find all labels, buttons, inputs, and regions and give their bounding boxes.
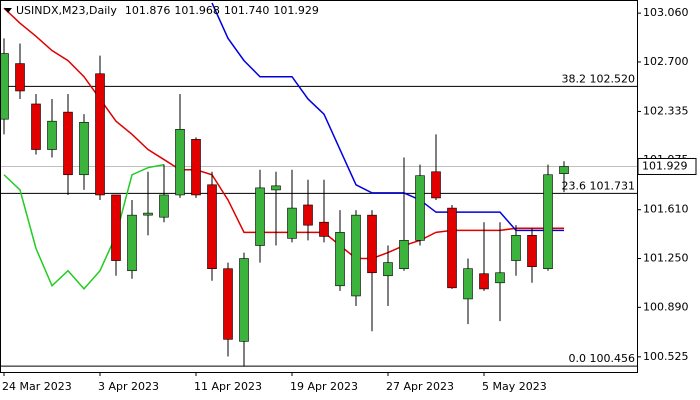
y-tick-label: 101.610 — [643, 203, 689, 216]
candle-body — [367, 214, 377, 274]
header-value: 101.876 — [125, 4, 171, 17]
plot-border — [0, 0, 638, 373]
candle-body — [15, 63, 25, 92]
y-tick-label: 100.525 — [643, 350, 689, 363]
candle-body — [111, 194, 121, 261]
x-tick-label: 5 May 2023 — [482, 380, 547, 393]
candle-body — [495, 272, 505, 284]
fib-level-label: 38.2 102.520 — [562, 72, 635, 85]
candle-body — [303, 204, 313, 226]
candle-body — [479, 273, 489, 290]
candle-body — [399, 240, 409, 269]
candle-body — [143, 212, 153, 216]
candle-body — [447, 207, 457, 289]
candle-body — [127, 214, 137, 272]
candle-body — [351, 214, 361, 297]
candle-body — [383, 262, 393, 277]
candle-body — [559, 166, 569, 174]
y-tick-label: 100.890 — [643, 300, 689, 313]
candle-body — [223, 268, 233, 340]
candle-body — [543, 174, 553, 269]
last-price-label: 101.929 — [642, 159, 688, 172]
fib-level-label: 0.0 100.456 — [569, 352, 635, 365]
y-tick-label: 103.060 — [643, 6, 689, 19]
last-price-box — [637, 157, 697, 175]
candle-body — [415, 175, 425, 241]
candle-body — [511, 235, 521, 261]
fib-level-label: 23.6 101.731 — [562, 179, 635, 192]
y-tick-label: 102.700 — [643, 55, 689, 68]
chart-title: USINDX,M23,Daily — [16, 4, 117, 17]
header-value: 101.929 — [273, 4, 319, 17]
header-value: 101.968 — [174, 4, 220, 17]
candle-body — [287, 207, 297, 239]
candle-body — [527, 235, 537, 267]
header-value: 101.740 — [224, 4, 270, 17]
candle-body — [335, 232, 345, 287]
candle-body — [271, 185, 281, 191]
candle-body — [175, 129, 185, 196]
candle-body — [47, 120, 57, 150]
y-tick-label: 101.250 — [643, 252, 689, 265]
candle-body — [463, 268, 473, 300]
candle-body — [207, 184, 217, 269]
indicator-line — [211, 2, 564, 232]
x-tick-label: 19 Apr 2023 — [290, 380, 358, 393]
y-tick-label: 102.335 — [643, 104, 689, 117]
candle-body — [239, 258, 249, 342]
x-tick-label: 27 Apr 2023 — [386, 380, 454, 393]
candle-body — [191, 139, 201, 196]
x-tick-label: 24 Mar 2023 — [2, 380, 72, 393]
header-values: 101.876 101.968 101.740 101.929 — [125, 4, 319, 17]
plot-area: 38.2 102.520 23.6 101.731 0.0 100.456 — [0, 2, 637, 367]
x-tick-label: 11 Apr 2023 — [194, 380, 262, 393]
candle-body — [31, 103, 41, 150]
candle-body — [95, 73, 105, 196]
menu-triangle — [4, 8, 12, 13]
candle-body — [79, 121, 89, 176]
candle-body — [431, 171, 441, 199]
candle-body — [0, 53, 9, 120]
candle-body — [255, 187, 265, 246]
indicator-line — [3, 163, 165, 291]
x-tick-label: 3 Apr 2023 — [98, 380, 159, 393]
candle-body — [63, 111, 73, 176]
candle-body — [159, 194, 169, 218]
candle-body — [319, 221, 329, 237]
